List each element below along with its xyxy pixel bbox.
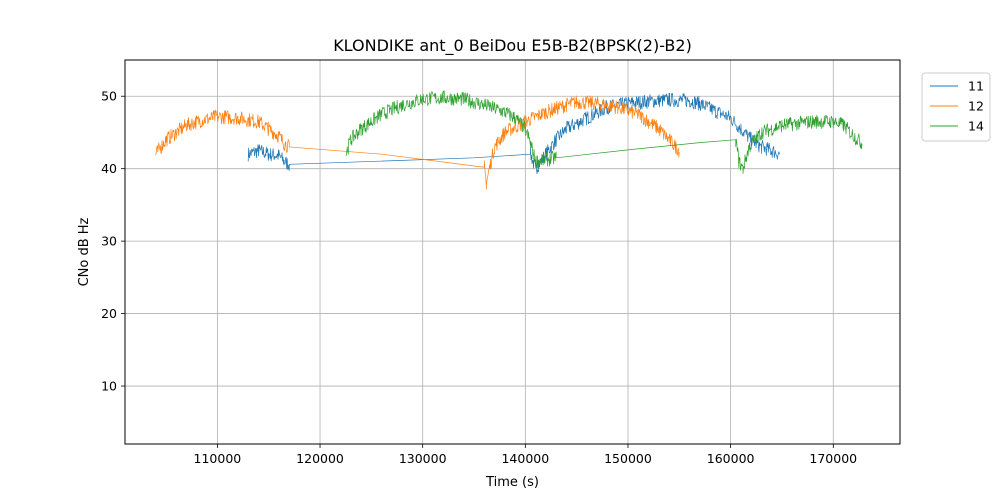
legend-label: 11 (968, 79, 984, 94)
chart-title: KLONDIKE ant_0 BeiDou E5B-B2(BPSK(2)-B2) (333, 36, 692, 56)
x-tick-label: 170000 (809, 451, 857, 466)
x-tick-label: 130000 (399, 451, 447, 466)
x-tick-label: 110000 (194, 451, 242, 466)
y-tick-label: 50 (101, 89, 117, 104)
x-axis-label: Time (s) (485, 475, 539, 490)
legend-box (921, 72, 991, 142)
y-tick-label: 40 (101, 161, 117, 176)
x-tick-label: 120000 (296, 451, 344, 466)
series-layer (155, 90, 863, 190)
y-tick-label: 10 (101, 379, 117, 394)
x-tick-label: 150000 (604, 451, 652, 466)
ticks: 110000 120000 130000 140000 150000 160000 1700… (101, 89, 857, 466)
legend: 11 12 14 (921, 72, 991, 142)
grid (125, 60, 900, 444)
y-axis-label: CNo dB Hz (77, 217, 92, 286)
series-line-14 (345, 90, 863, 174)
y-tick-label: 30 (101, 234, 117, 249)
legend-label: 12 (968, 99, 984, 114)
x-tick-label: 160000 (707, 451, 755, 466)
plot-frame (124, 59, 901, 445)
x-tick-label: 140000 (501, 451, 549, 466)
series-line-12 (155, 95, 680, 190)
legend-label: 14 (968, 119, 984, 134)
y-tick-label: 20 (101, 306, 117, 321)
